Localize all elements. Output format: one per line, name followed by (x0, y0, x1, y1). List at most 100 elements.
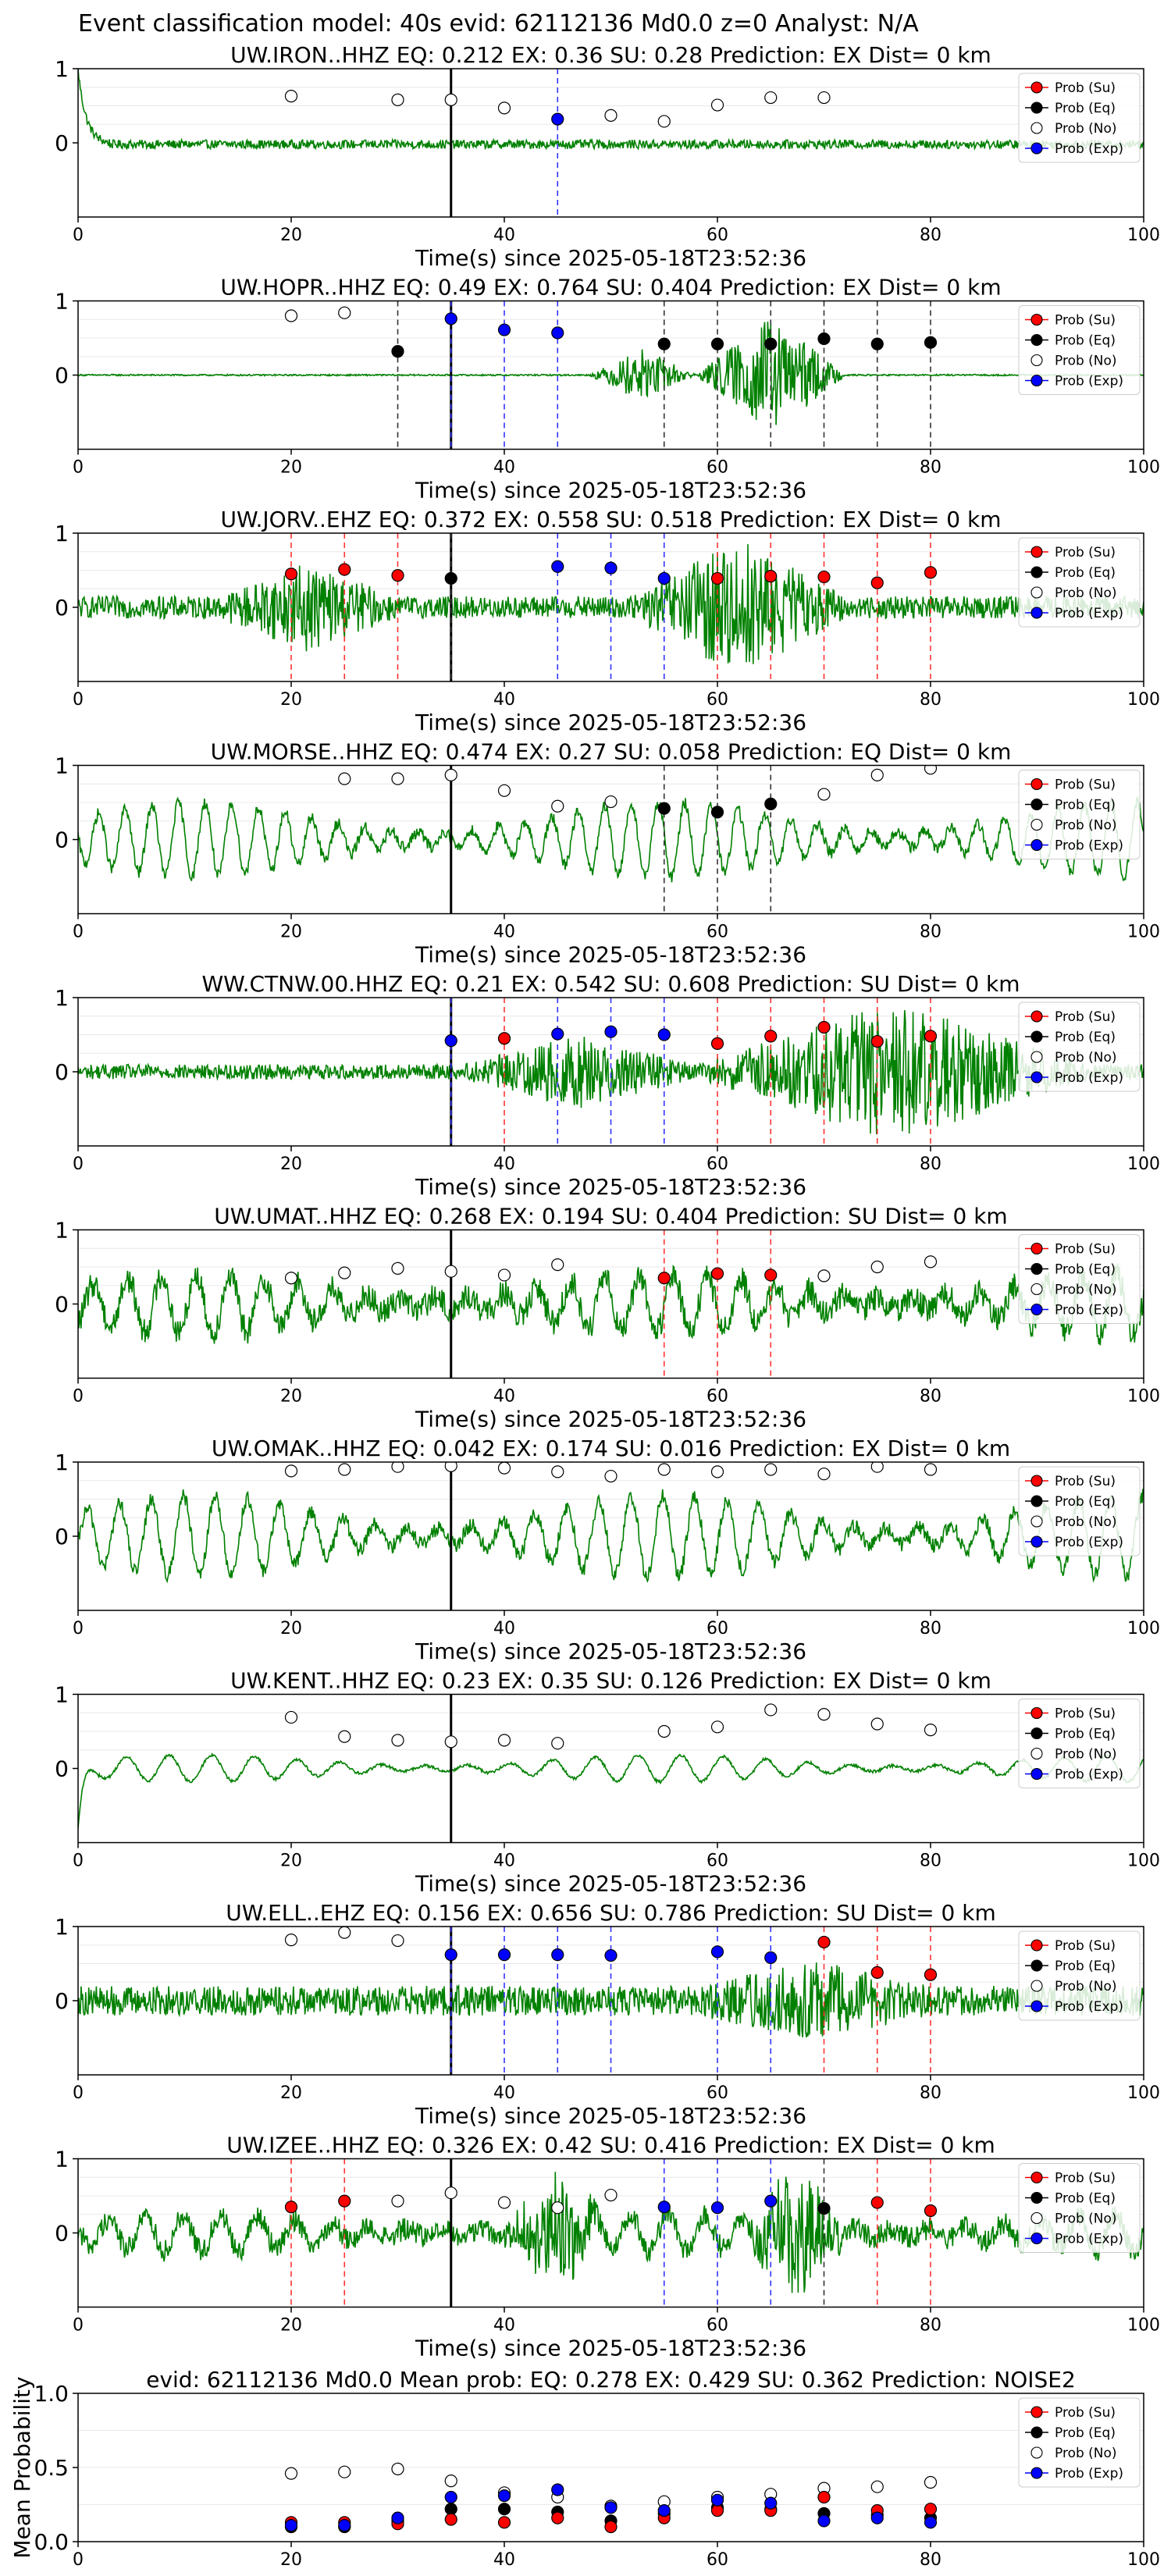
x-tick-label: 80 (920, 1619, 941, 1638)
prob-marker-su (284, 2201, 298, 2214)
x-tick-label: 80 (920, 226, 941, 245)
legend-marker (1030, 1727, 1043, 1740)
legend-marker (1030, 1051, 1043, 1063)
prob-marker-no (497, 784, 511, 797)
legend-marker (1030, 586, 1043, 599)
legend-label: Prob (Exp) (1055, 1999, 1123, 2015)
mean-marker-exp (338, 2519, 351, 2532)
x-tick-label: 60 (707, 2316, 728, 2336)
legend-box (1018, 537, 1141, 628)
legend-box (1018, 1699, 1141, 1788)
legend-label: Prob (Eq) (1055, 2191, 1116, 2207)
legend-label: Prob (Eq) (1055, 565, 1116, 581)
legend-marker (1030, 2232, 1043, 2245)
x-tick-label: 40 (493, 226, 515, 245)
prob-marker-eq (764, 337, 778, 350)
x-tick-label: 0 (73, 923, 84, 942)
prob-marker-no (391, 1934, 404, 1948)
x-tick-label: 60 (707, 1155, 728, 1174)
x-axis-label: Time(s) since 2025-05-18T23:52:36 (415, 1407, 806, 1432)
prob-marker-su (870, 2196, 884, 2209)
prob-marker-no (338, 1927, 351, 1939)
x-tick-label: 80 (920, 923, 941, 942)
prob-marker-exp (604, 561, 618, 575)
prob-marker-no (551, 1258, 564, 1272)
legend-marker (1030, 798, 1043, 811)
prob-marker-no (870, 1260, 884, 1274)
legend-label: Prob (No) (1055, 354, 1117, 369)
prob-marker-su (764, 1268, 778, 1282)
prob-marker-no (817, 1269, 831, 1283)
legend-box (1018, 1002, 1141, 1092)
x-tick-label: 60 (707, 1619, 728, 1638)
y-tick-label: 1 (55, 521, 69, 546)
x-tick-label: 100 (1127, 1852, 1160, 1871)
prob-marker-no (551, 1737, 564, 1750)
legend-label: Prob (Eq) (1055, 333, 1116, 349)
prob-marker-eq (817, 2202, 831, 2215)
legend-box (1018, 305, 1141, 395)
panel-uw-iron-hhz: UW.IRON..HHZ EQ: 0.212 EX: 0.36 SU: 0.28… (55, 42, 1160, 271)
mean-marker-exp (870, 2511, 884, 2524)
prob-marker-su (817, 570, 831, 584)
legend-label: Prob (Su) (1055, 777, 1116, 793)
prob-marker-su (924, 566, 938, 579)
x-tick-label: 100 (1127, 226, 1160, 245)
prob-marker-exp (657, 1028, 671, 1041)
panel-title: WW.CTNW.00.HHZ EQ: 0.21 EX: 0.542 SU: 0.… (201, 971, 1020, 997)
legend: Prob (Su) Prob (Eq) Prob (No) Prob (Exp) (1018, 73, 1141, 163)
y-tick-label: 1 (55, 56, 69, 82)
panel-uw-izee-hhz: UW.IZEE..HHZ EQ: 0.326 EX: 0.42 SU: 0.41… (55, 2133, 1160, 2361)
prob-marker-eq (764, 797, 778, 811)
prob-marker-exp (764, 1951, 778, 1964)
x-tick-label: 20 (280, 226, 302, 245)
y-tick-label: 1 (55, 289, 69, 315)
legend-marker (1030, 1475, 1043, 1487)
prob-marker-no (391, 2194, 404, 2208)
y-tick-label: 1 (55, 753, 69, 779)
prob-marker-no (284, 1272, 298, 1285)
prob-marker-no (657, 115, 671, 128)
seismic-trace (78, 1752, 1144, 1829)
legend-marker (1030, 2211, 1043, 2225)
plot-area (78, 765, 1144, 914)
legend-marker (1030, 2467, 1043, 2479)
prob-marker-no (604, 1469, 618, 1483)
panel-title: UW.KENT..HHZ EQ: 0.23 EX: 0.35 SU: 0.126… (230, 1668, 991, 1694)
prob-marker-exp (657, 571, 671, 585)
prob-marker-no (551, 2201, 564, 2215)
legend-marker (1030, 122, 1043, 134)
legend-marker (1030, 2446, 1043, 2459)
legend-marker (1030, 1767, 1043, 1781)
legend-label: Prob (Su) (1055, 1474, 1116, 1489)
x-tick-label: 80 (920, 2550, 941, 2570)
x-tick-label: 20 (280, 923, 302, 942)
legend-marker (1030, 1283, 1043, 1296)
mean-marker-no (338, 2465, 351, 2478)
panels: UW.IRON..HHZ EQ: 0.212 EX: 0.36 SU: 0.28… (9, 42, 1160, 2570)
prob-marker-no (444, 1735, 457, 1749)
x-tick-label: 60 (707, 2550, 728, 2570)
panel-title: UW.UMAT..HHZ EQ: 0.268 EX: 0.194 SU: 0.4… (214, 1204, 1007, 1229)
seismic-trace (78, 321, 1144, 425)
legend: Prob (Su) Prob (Eq) Prob (No) Prob (Exp) (1018, 2397, 1141, 2488)
prob-marker-no (870, 1462, 884, 1473)
panel-uw-kent-hhz: UW.KENT..HHZ EQ: 0.23 EX: 0.35 SU: 0.126… (55, 1668, 1160, 1897)
x-tick-label: 40 (493, 1387, 515, 1407)
prob-marker-su (924, 1968, 938, 1981)
x-tick-label: 40 (493, 690, 515, 710)
legend-label: Prob (Exp) (1055, 1767, 1123, 1783)
prob-marker-no (924, 1255, 938, 1268)
legend-box (1018, 1234, 1141, 1324)
figure-title: Event classification model: 40s evid: 62… (78, 10, 919, 37)
prob-marker-exp (710, 2201, 724, 2215)
legend-marker (1030, 2426, 1043, 2439)
y-tick-label: 1 (55, 1218, 69, 1244)
prob-marker-su (710, 571, 724, 585)
mean-marker-no (924, 2475, 938, 2489)
prob-marker-no (444, 768, 457, 781)
legend-marker (1030, 374, 1043, 387)
prob-marker-no (870, 768, 884, 781)
prob-marker-exp (444, 312, 457, 326)
prob-marker-no (870, 1717, 884, 1731)
